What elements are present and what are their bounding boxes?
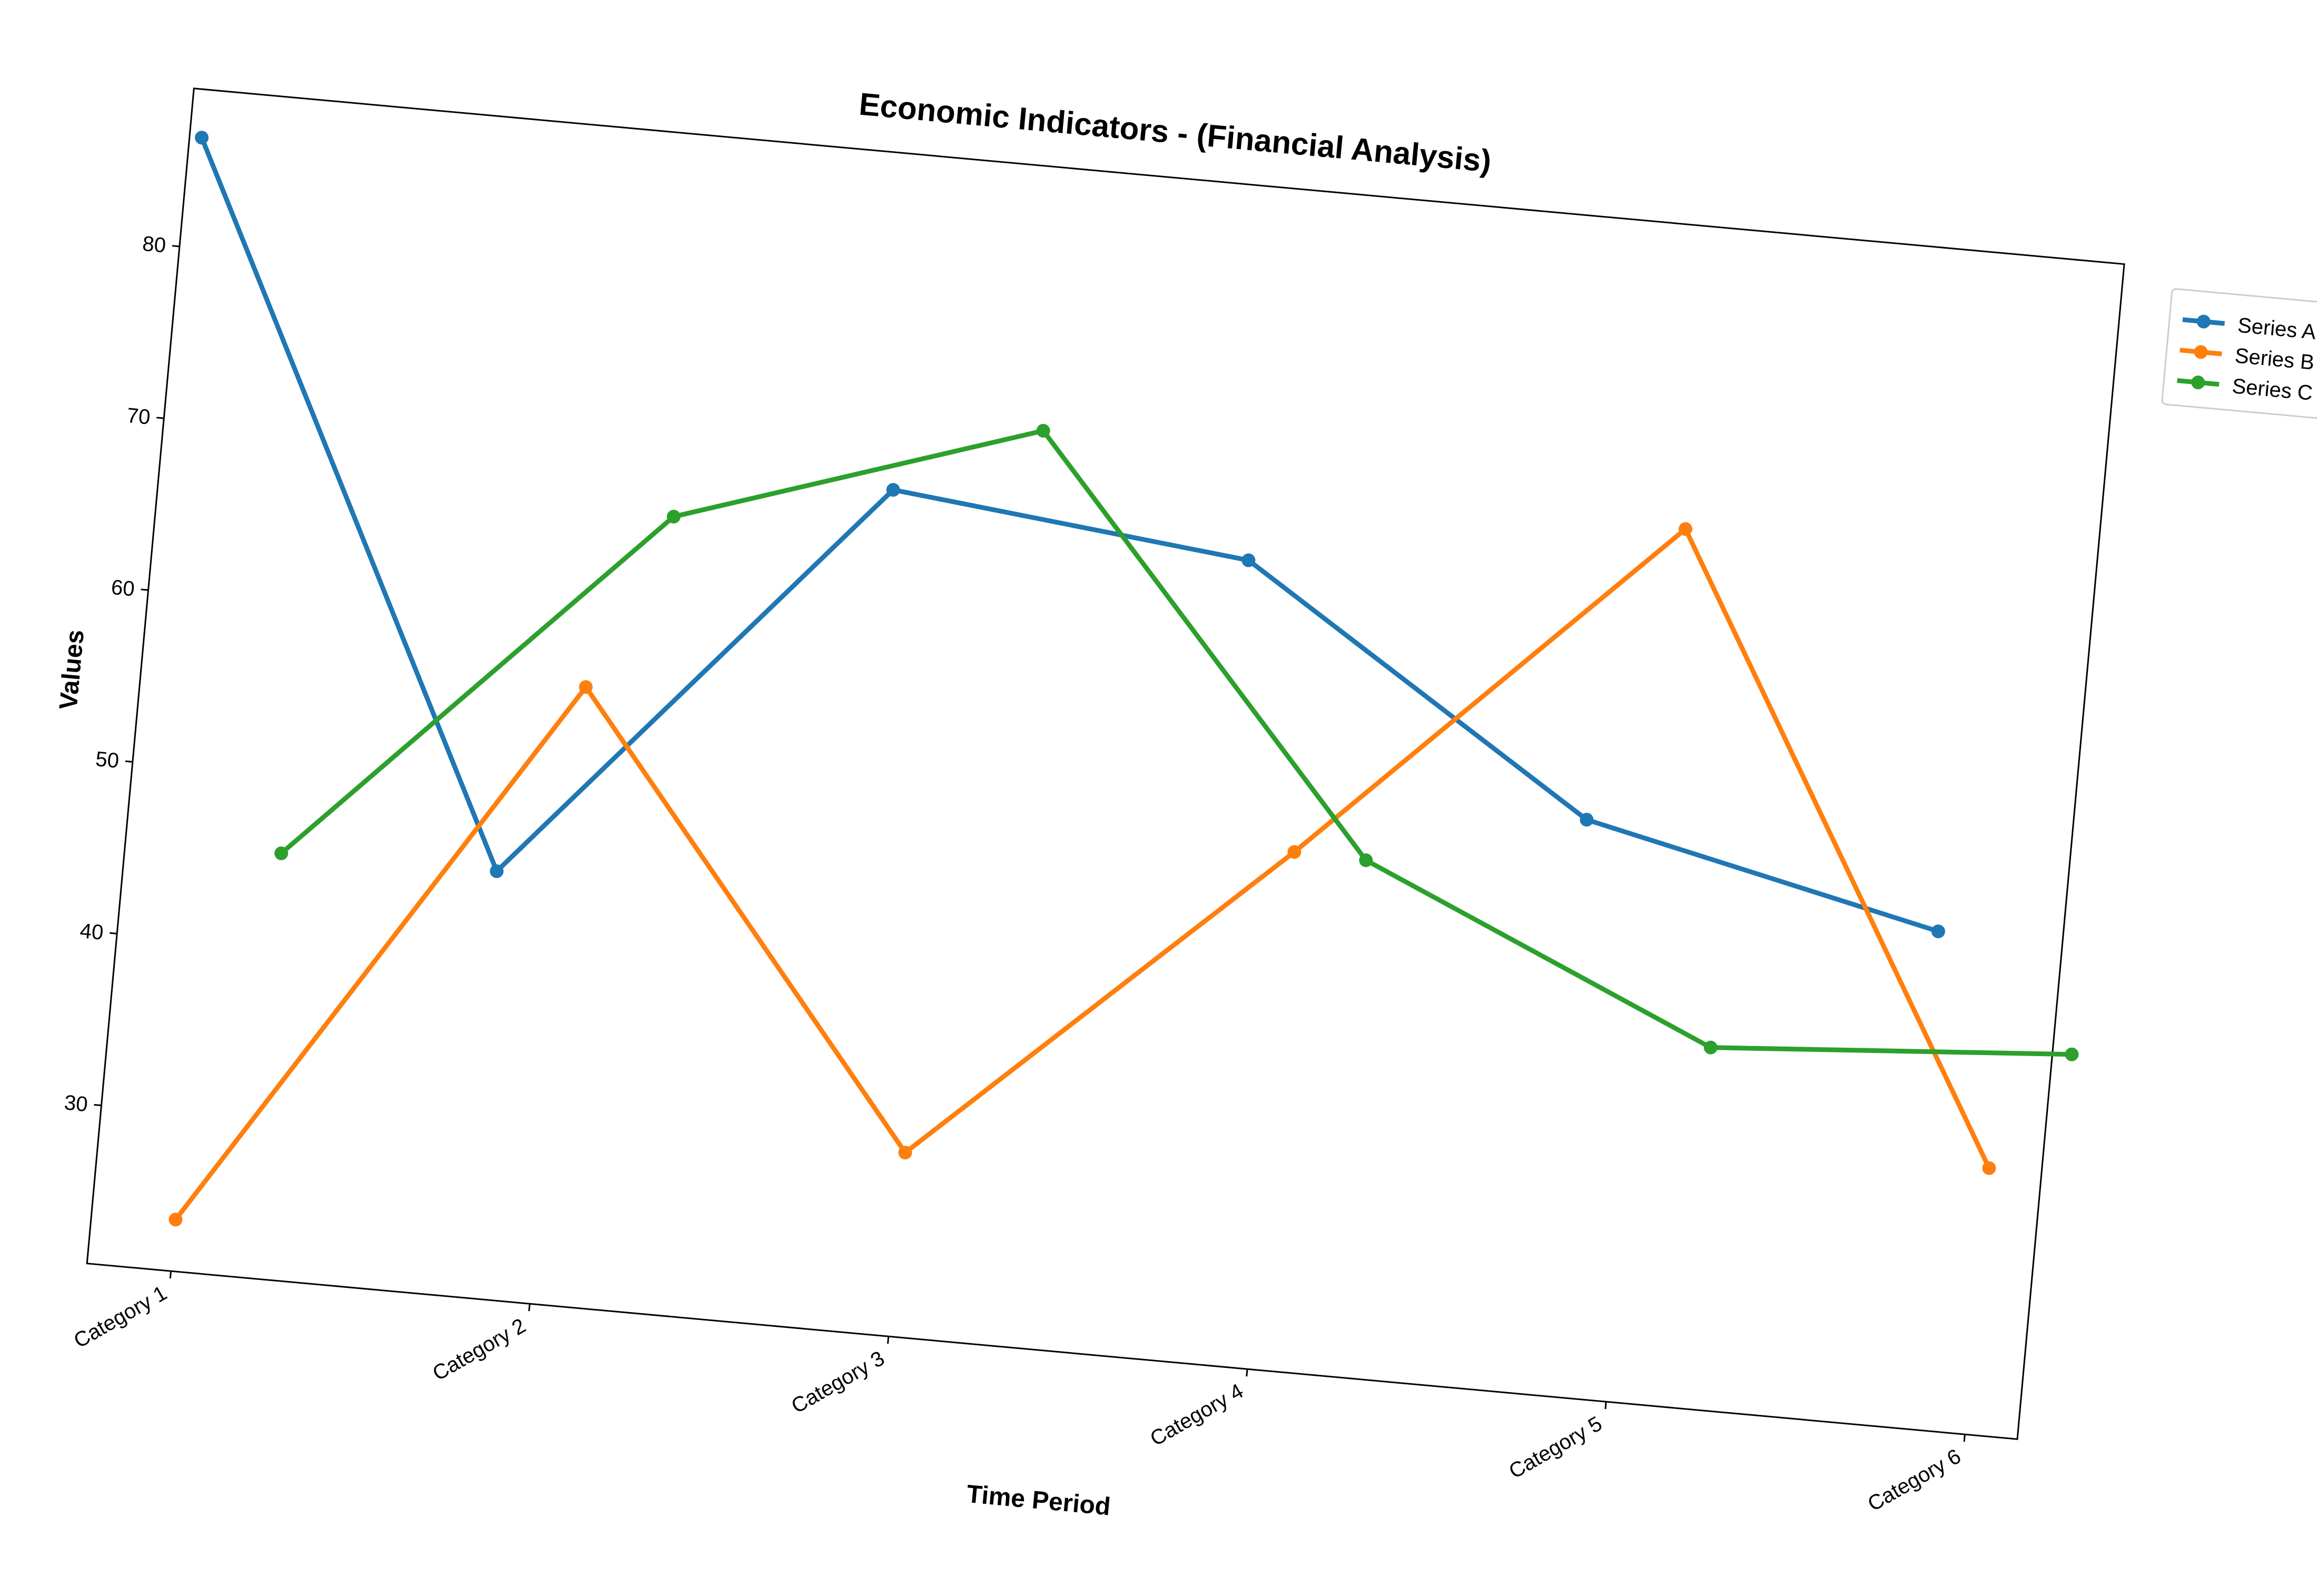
data-point [898,1146,912,1160]
x-tick-label: Category 3 [787,1347,889,1418]
y-tick [125,760,133,763]
data-point [2065,1047,2079,1061]
plot-area [86,87,2125,1440]
legend-marker [2191,376,2205,390]
data-point [1241,553,1256,567]
y-tick-label: 50 [95,747,120,773]
x-tick-label: Category 2 [429,1314,530,1385]
data-point [1359,853,1373,868]
y-tick-label: 60 [110,576,135,601]
data-point [1287,845,1302,859]
chart-title: Economic Indicators - (Financial Analysi… [857,86,1493,179]
data-point [579,680,593,694]
y-tick [172,245,180,248]
y-tick [141,588,149,591]
y-tick-label: 40 [79,919,104,944]
data-point [1982,1161,1996,1175]
x-tick [887,1336,890,1344]
y-tick-label: 30 [63,1091,88,1116]
data-point [667,509,681,524]
x-axis-label: Time Period [965,1480,1112,1521]
x-tick [1604,1402,1607,1410]
data-point [1703,1040,1718,1055]
series-line [173,526,1991,1222]
data-point [1679,522,1693,536]
data-point [169,1213,183,1227]
data-point [1036,423,1050,438]
y-tick-label: 80 [142,232,167,258]
legend-marker [2196,314,2211,329]
series-3 [274,423,2079,1061]
series-1 [194,131,1945,939]
x-tick-label: Category 4 [1146,1380,1247,1451]
series-line [279,428,2074,1057]
y-axis-label: Values [54,628,90,711]
y-tick-label: 70 [126,404,151,429]
x-tick [1963,1434,1966,1442]
legend-marker [2194,345,2208,359]
x-tick-label: Category 5 [1505,1412,1606,1483]
data-point [274,846,289,861]
series-line [199,135,1941,934]
data-point [1580,813,1594,827]
series-layer [169,131,2079,1227]
y-axis: 30 40 50 60 70 80 [63,232,180,1116]
data-point [194,131,209,145]
x-tick-label: Category 6 [1864,1445,1965,1516]
x-tick [169,1271,172,1279]
x-tick-label: Category 1 [70,1282,171,1353]
data-point [490,864,504,878]
data-point [1931,924,1945,939]
data-point [886,482,900,497]
series-2 [169,522,1996,1227]
